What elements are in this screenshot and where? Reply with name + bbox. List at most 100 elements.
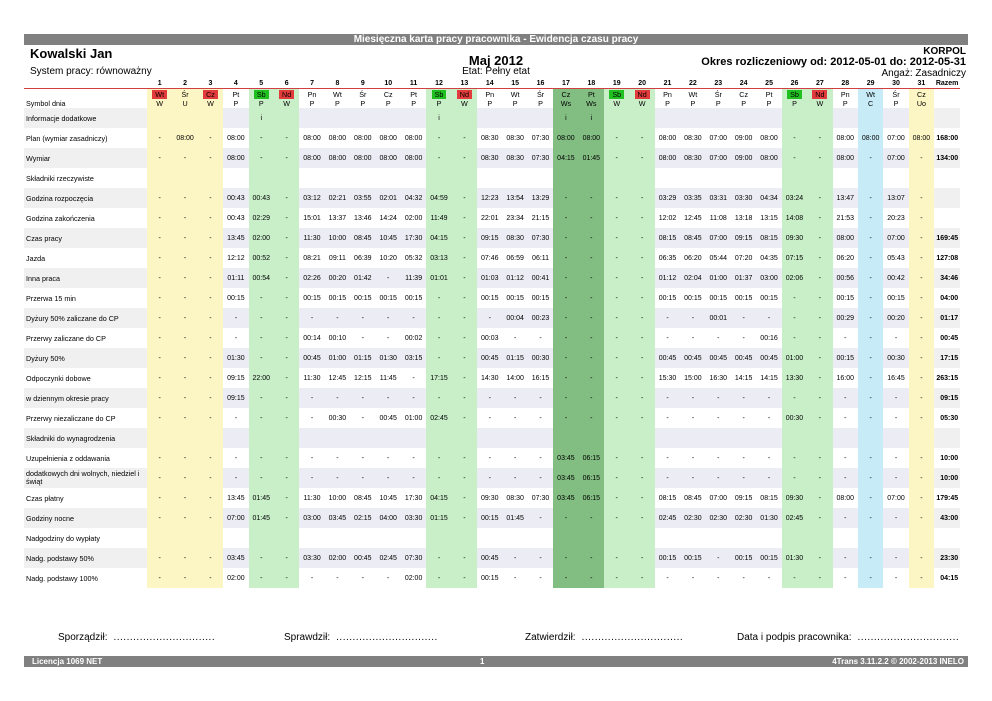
day-cell: 00:56 <box>832 268 858 288</box>
day-number: 7 <box>299 79 325 89</box>
day-cell <box>832 168 858 188</box>
day-cell: - <box>350 468 376 488</box>
day-cell: - <box>604 508 630 528</box>
row-label: Składniki rzeczywiste <box>24 168 147 188</box>
day-cell: - <box>248 468 274 488</box>
license-text: Licencja 1069 NET <box>32 657 103 666</box>
day-number: 27 <box>807 79 833 89</box>
row-label: Uzupełnienia z oddawania <box>24 448 147 468</box>
day-cell: - <box>197 368 224 388</box>
day-cell <box>400 168 427 188</box>
day-cell <box>908 428 935 448</box>
day-cell: 01:00 <box>705 268 731 288</box>
day-cell: - <box>172 488 198 508</box>
day-cell: P <box>502 99 528 108</box>
day-cell: 02:15 <box>350 508 376 528</box>
day-cell: - <box>451 208 478 228</box>
day-cell: - <box>273 508 300 528</box>
day-cell: - <box>172 148 198 168</box>
day-cell: P <box>324 99 351 108</box>
row-total: 10:00 <box>934 468 961 488</box>
day-cell: - <box>147 288 173 308</box>
table-row: Składniki rzeczywiste <box>24 168 961 188</box>
day-cell: - <box>781 128 808 148</box>
day-cell: - <box>629 388 655 408</box>
day-cell: 03:45 <box>553 468 579 488</box>
day-cell: - <box>908 368 935 388</box>
day-cell: - <box>604 388 630 408</box>
day-cell: - <box>273 408 300 428</box>
weekday-cell: Pn <box>299 88 325 99</box>
day-cell: - <box>350 568 376 588</box>
day-cell: - <box>172 548 198 568</box>
day-cell: 02:00 <box>400 208 427 228</box>
day-cell: W <box>451 99 478 108</box>
day-cell: 00:15 <box>477 568 503 588</box>
day-cell: - <box>172 268 198 288</box>
table-row: Przerwy niezaliczane do CP - - - - - - -00:30-0… <box>24 408 961 428</box>
day-cell <box>705 108 731 128</box>
day-cell: 14:08 <box>781 208 808 228</box>
day-cell: - <box>705 568 731 588</box>
day-cell: - <box>730 328 757 348</box>
day-cell: - <box>756 568 782 588</box>
row-total: 263:15 <box>934 368 961 388</box>
day-cell: - <box>730 388 757 408</box>
weekday-cell: Cz <box>197 88 224 99</box>
day-cell: 13:18 <box>730 208 757 228</box>
day-cell: P <box>730 99 757 108</box>
day-cell: - <box>172 508 198 528</box>
day-cell: - <box>781 308 808 328</box>
day-cell: - <box>426 148 452 168</box>
day-cell: - <box>807 188 833 208</box>
day-cell: 08:15 <box>654 228 681 248</box>
weekday-cell: Nd <box>451 88 478 99</box>
day-cell: - <box>705 408 731 428</box>
day-cell <box>604 168 630 188</box>
blank-cell <box>24 79 147 89</box>
day-cell: - <box>730 408 757 428</box>
weekday-label: Nd <box>812 89 828 99</box>
day-cell: - <box>730 308 757 328</box>
day-cell: - <box>832 328 858 348</box>
day-cell <box>832 528 858 548</box>
day-cell: 00:30 <box>883 348 909 368</box>
day-cell: 07:00 <box>883 228 909 248</box>
day-cell: - <box>451 248 478 268</box>
day-cell: - <box>553 548 579 568</box>
day-cell: - <box>273 248 300 268</box>
day-cell: - <box>807 228 833 248</box>
day-cell: - <box>451 488 478 508</box>
day-cell: - <box>756 408 782 428</box>
row-label: Przerwa 15 min <box>24 288 147 308</box>
day-cell: Ws <box>578 99 605 108</box>
day-number: 1 <box>147 79 173 89</box>
day-cell: - <box>299 448 325 468</box>
day-cell: - <box>553 228 579 248</box>
day-cell: i <box>426 108 452 128</box>
day-cell: 02:00 <box>324 548 351 568</box>
day-cell: 07:00 <box>705 148 731 168</box>
weekday-label: Cz <box>561 89 571 99</box>
row-label: Czas płatny <box>24 488 147 508</box>
report-title-bar: Miesięczna karta pracy pracownika - Ewid… <box>24 34 968 45</box>
day-cell <box>248 428 274 448</box>
day-cell: 03:30 <box>400 508 427 528</box>
table-row: Dyżury 50% - - -01:30- -00:45 01:00 01:15 01:30… <box>24 348 961 368</box>
day-cell: - <box>248 128 274 148</box>
day-cell: - <box>908 388 935 408</box>
day-cell: - <box>730 448 757 468</box>
day-cell: 01:15 <box>502 348 528 368</box>
day-cell <box>705 528 731 548</box>
day-cell <box>883 168 909 188</box>
day-cell: 08:00 <box>350 128 376 148</box>
day-cell: 03:45 <box>553 488 579 508</box>
row-total: 04:15 <box>934 568 961 588</box>
day-cell <box>273 108 300 128</box>
day-cell: - <box>426 568 452 588</box>
day-cell <box>248 168 274 188</box>
day-cell: 13:29 <box>527 188 554 208</box>
row-label: Wymiar <box>24 148 147 168</box>
day-cell: - <box>857 448 884 468</box>
blank-cell <box>24 88 147 99</box>
